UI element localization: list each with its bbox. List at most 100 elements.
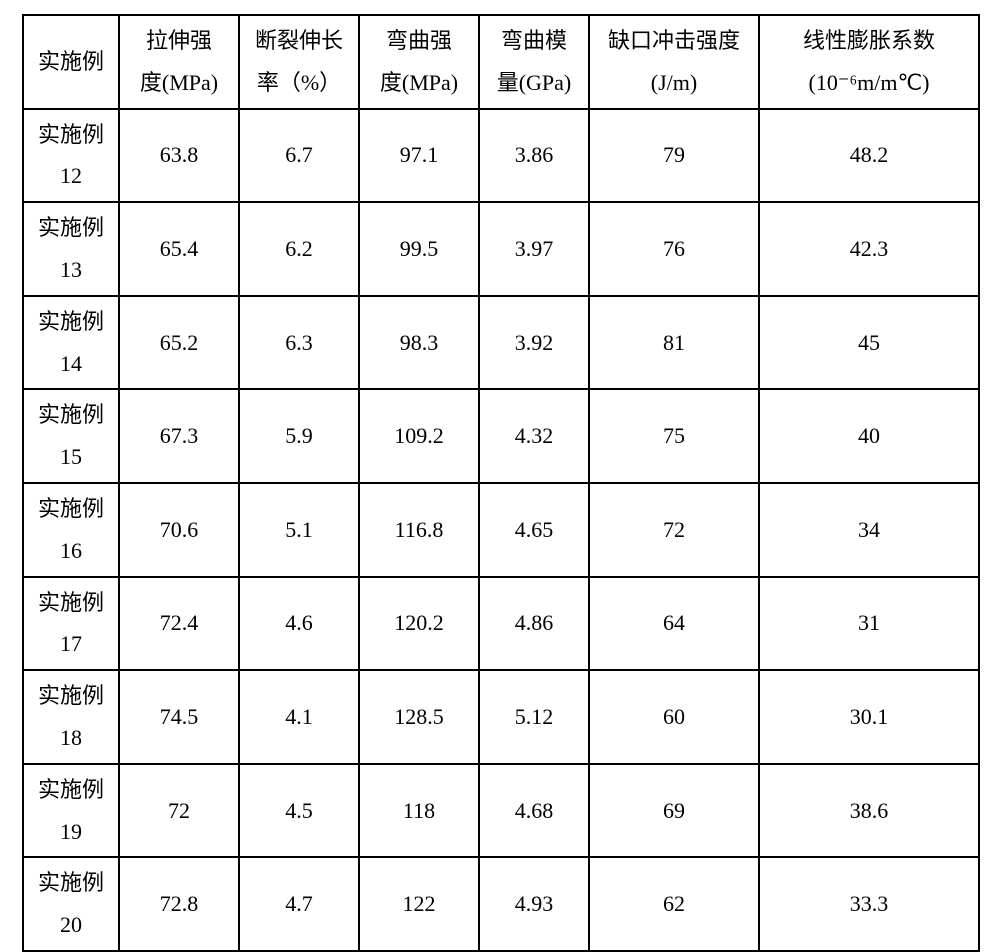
cell-value: 3.92 <box>479 296 589 390</box>
table-row: 实施例2072.84.71224.936233.3 <box>23 857 979 951</box>
col-header-line1: 弯曲模 <box>482 20 586 62</box>
table-row: 实施例1263.86.797.13.867948.2 <box>23 109 979 203</box>
cell-value: 5.9 <box>239 389 359 483</box>
row-label: 实施例20 <box>23 857 119 951</box>
cell-value: 4.5 <box>239 764 359 858</box>
row-label-line2: 19 <box>26 811 116 853</box>
cell-value: 4.93 <box>479 857 589 951</box>
table-row: 实施例1365.46.299.53.977642.3 <box>23 202 979 296</box>
col-header-line2: 率（%） <box>242 62 356 104</box>
cell-value: 45 <box>759 296 979 390</box>
cell-value: 72.4 <box>119 577 239 671</box>
cell-value: 6.2 <box>239 202 359 296</box>
cell-value: 72 <box>589 483 759 577</box>
col-header-line2: 度(MPa) <box>122 62 236 104</box>
col-header-notched-impact-strength: 缺口冲击强度 (J/m) <box>589 15 759 109</box>
row-label: 实施例13 <box>23 202 119 296</box>
cell-value: 70.6 <box>119 483 239 577</box>
material-properties-table: 实施例 拉伸强 度(MPa) 断裂伸长 率（%） 弯曲强 度(MPa) 弯曲模 … <box>22 14 980 952</box>
cell-value: 64 <box>589 577 759 671</box>
row-label: 实施例19 <box>23 764 119 858</box>
cell-value: 30.1 <box>759 670 979 764</box>
row-label: 实施例17 <box>23 577 119 671</box>
col-header-line2: (10⁻⁶m/m℃) <box>762 62 976 104</box>
cell-value: 38.6 <box>759 764 979 858</box>
col-header-tensile-strength: 拉伸强 度(MPa) <box>119 15 239 109</box>
row-label-line2: 16 <box>26 530 116 572</box>
cell-value: 69 <box>589 764 759 858</box>
row-label-line1: 实施例 <box>26 114 116 156</box>
cell-value: 60 <box>589 670 759 764</box>
row-label-line1: 实施例 <box>26 769 116 811</box>
cell-value: 48.2 <box>759 109 979 203</box>
cell-value: 6.3 <box>239 296 359 390</box>
row-label-line1: 实施例 <box>26 582 116 624</box>
cell-value: 4.68 <box>479 764 589 858</box>
cell-value: 3.97 <box>479 202 589 296</box>
cell-value: 81 <box>589 296 759 390</box>
cell-value: 6.7 <box>239 109 359 203</box>
cell-value: 122 <box>359 857 479 951</box>
row-label-line1: 实施例 <box>26 394 116 436</box>
cell-value: 99.5 <box>359 202 479 296</box>
col-header-line2: 度(MPa) <box>362 62 476 104</box>
row-label-line1: 实施例 <box>26 862 116 904</box>
cell-value: 5.12 <box>479 670 589 764</box>
cell-value: 65.4 <box>119 202 239 296</box>
row-label-line2: 20 <box>26 904 116 946</box>
col-header-example: 实施例 <box>23 15 119 109</box>
cell-value: 76 <box>589 202 759 296</box>
col-header-elongation-at-break: 断裂伸长 率（%） <box>239 15 359 109</box>
table-row: 实施例1670.65.1116.84.657234 <box>23 483 979 577</box>
cell-value: 67.3 <box>119 389 239 483</box>
col-header-line1: 缺口冲击强度 <box>592 20 756 62</box>
table-row: 实施例1567.35.9109.24.327540 <box>23 389 979 483</box>
row-label-line2: 13 <box>26 249 116 291</box>
row-label-line1: 实施例 <box>26 207 116 249</box>
cell-value: 128.5 <box>359 670 479 764</box>
cell-value: 5.1 <box>239 483 359 577</box>
col-header-line2: 量(GPa) <box>482 62 586 104</box>
row-label-line1: 实施例 <box>26 301 116 343</box>
cell-value: 4.7 <box>239 857 359 951</box>
cell-value: 98.3 <box>359 296 479 390</box>
cell-value: 120.2 <box>359 577 479 671</box>
cell-value: 4.1 <box>239 670 359 764</box>
cell-value: 75 <box>589 389 759 483</box>
row-label: 实施例15 <box>23 389 119 483</box>
row-label: 实施例12 <box>23 109 119 203</box>
cell-value: 65.2 <box>119 296 239 390</box>
col-header-line1: 弯曲强 <box>362 20 476 62</box>
cell-value: 4.6 <box>239 577 359 671</box>
row-label-line1: 实施例 <box>26 675 116 717</box>
table-row: 实施例1772.44.6120.24.866431 <box>23 577 979 671</box>
cell-value: 63.8 <box>119 109 239 203</box>
table-row: 实施例1874.54.1128.55.126030.1 <box>23 670 979 764</box>
row-label: 实施例16 <box>23 483 119 577</box>
col-header-line1: 拉伸强 <box>122 20 236 62</box>
table-row: 实施例19724.51184.686938.6 <box>23 764 979 858</box>
cell-value: 79 <box>589 109 759 203</box>
cell-value: 3.86 <box>479 109 589 203</box>
table-body: 实施例1263.86.797.13.867948.2实施例1365.46.299… <box>23 109 979 951</box>
row-label-line1: 实施例 <box>26 488 116 530</box>
cell-value: 40 <box>759 389 979 483</box>
cell-value: 33.3 <box>759 857 979 951</box>
col-header-linear-expansion-coefficient: 线性膨胀系数 (10⁻⁶m/m℃) <box>759 15 979 109</box>
cell-value: 118 <box>359 764 479 858</box>
col-header-flexural-modulus: 弯曲模 量(GPa) <box>479 15 589 109</box>
col-header-line1: 线性膨胀系数 <box>762 20 976 62</box>
cell-value: 4.32 <box>479 389 589 483</box>
table-row: 实施例1465.26.398.33.928145 <box>23 296 979 390</box>
row-label: 实施例18 <box>23 670 119 764</box>
row-label-line2: 14 <box>26 343 116 385</box>
cell-value: 109.2 <box>359 389 479 483</box>
col-header-flexural-strength: 弯曲强 度(MPa) <box>359 15 479 109</box>
cell-value: 34 <box>759 483 979 577</box>
cell-value: 72 <box>119 764 239 858</box>
cell-value: 74.5 <box>119 670 239 764</box>
cell-value: 4.86 <box>479 577 589 671</box>
row-label-line2: 12 <box>26 155 116 197</box>
cell-value: 62 <box>589 857 759 951</box>
cell-value: 31 <box>759 577 979 671</box>
